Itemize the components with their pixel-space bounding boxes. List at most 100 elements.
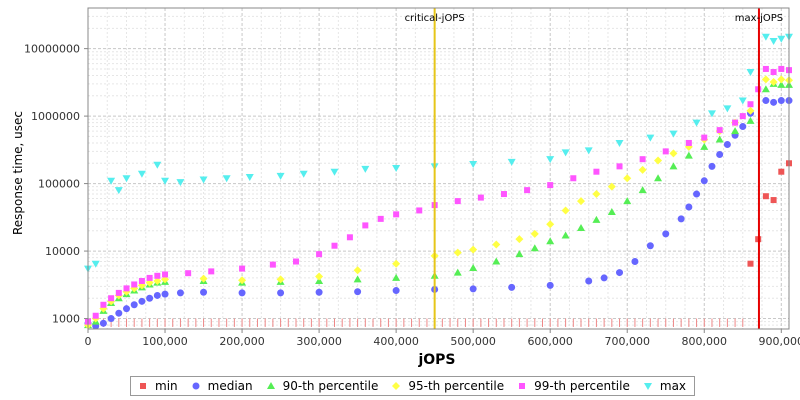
data-point-99-th-percentile <box>593 168 600 175</box>
data-point-median <box>600 274 608 282</box>
data-point-max <box>91 260 100 268</box>
data-point-90-th-percentile <box>654 174 663 182</box>
y-tick-label: 10000000 <box>24 43 80 56</box>
data-point-95-th-percentile <box>777 75 786 84</box>
legend-label: 95-th percentile <box>408 379 505 393</box>
data-point-max <box>669 130 678 138</box>
data-point-max <box>153 161 162 169</box>
data-point-median <box>631 258 639 266</box>
data-point-min <box>778 168 785 175</box>
data-point-90-th-percentile <box>315 277 324 285</box>
data-point-99-th-percentile <box>616 163 623 170</box>
data-point-max <box>746 69 755 77</box>
data-point-90-th-percentile <box>623 197 632 205</box>
data-point-99-th-percentile <box>778 65 785 72</box>
data-point-median <box>739 123 747 131</box>
data-point-90-th-percentile <box>607 207 616 215</box>
data-point-max <box>546 156 555 164</box>
data-point-max <box>122 175 131 183</box>
data-point-95-th-percentile <box>276 275 285 284</box>
legend-label: median <box>207 379 253 393</box>
x-tick-label: 300,000 <box>296 335 342 348</box>
data-point-99-th-percentile <box>716 127 723 134</box>
data-point-max <box>761 33 770 41</box>
data-point-median <box>161 290 169 298</box>
data-point-median <box>770 98 778 106</box>
data-point-max <box>723 105 732 113</box>
data-point-95-th-percentile <box>769 78 778 87</box>
critical-jops-label: critical-jOPS <box>405 13 465 24</box>
data-point-median <box>354 288 362 296</box>
data-point-median <box>130 301 138 309</box>
data-point-max <box>646 134 655 142</box>
y-tick-label: 10000 <box>45 245 80 258</box>
data-point-max <box>707 110 716 118</box>
plot-area <box>88 8 789 329</box>
data-point-max <box>392 165 401 173</box>
data-point-median <box>508 283 516 291</box>
legend-label: 90-th percentile <box>282 379 379 393</box>
legend-marker-95-th-percentile <box>392 382 401 390</box>
data-point-median <box>708 162 716 170</box>
legend-marker-99-th-percentile <box>519 383 526 389</box>
data-point-median <box>153 291 161 299</box>
data-point-99-th-percentile <box>108 295 115 302</box>
x-tick-label: 800,000 <box>682 335 728 348</box>
data-point-99-th-percentile <box>185 270 192 277</box>
data-point-90-th-percentile <box>392 273 401 281</box>
data-point-95-th-percentile <box>353 266 362 275</box>
data-point-max <box>114 187 123 195</box>
legend-swatch-95-th-percentile <box>392 382 401 390</box>
x-tick-label: 400,000 <box>373 335 419 348</box>
data-point-99-th-percentile <box>316 251 323 258</box>
data-point-median <box>585 277 593 285</box>
data-point-90-th-percentile <box>515 250 524 258</box>
data-point-95-th-percentile <box>453 248 462 257</box>
legend-marker-max <box>643 383 652 390</box>
data-point-95-th-percentile <box>592 190 601 199</box>
data-point-median <box>662 230 670 238</box>
data-point-99-th-percentile <box>739 113 746 120</box>
plot-border <box>87 7 790 330</box>
data-point-99-th-percentile <box>138 278 145 285</box>
data-point-99-th-percentile <box>547 182 554 189</box>
data-point-min <box>747 260 754 267</box>
data-point-99-th-percentile <box>239 265 246 272</box>
data-point-90-th-percentile <box>592 215 601 223</box>
data-point-90-th-percentile <box>530 244 539 252</box>
x-tick-label: 200,000 <box>219 335 265 348</box>
data-point-99-th-percentile <box>747 101 754 108</box>
data-point-90-th-percentile <box>731 127 740 135</box>
data-point-max <box>330 168 339 176</box>
x-axis-title: jOPS <box>417 352 455 368</box>
data-point-95-th-percentile <box>469 245 478 254</box>
data-point-99-th-percentile <box>570 175 577 182</box>
data-point-95-th-percentile <box>623 174 632 183</box>
data-point-99-th-percentile <box>662 148 669 155</box>
data-point-median <box>700 177 708 185</box>
data-point-95-th-percentile <box>654 156 663 165</box>
data-point-max <box>137 170 146 178</box>
data-point-95-th-percentile <box>238 276 247 285</box>
y-tick-label: 1000000 <box>31 110 80 123</box>
data-point-90-th-percentile <box>546 237 555 245</box>
data-point-99-th-percentile <box>639 156 646 163</box>
data-point-95-th-percentile <box>315 272 324 281</box>
data-point-median <box>677 215 685 223</box>
legend-marker-median <box>192 382 200 390</box>
data-point-99-th-percentile <box>685 139 692 146</box>
data-point-95-th-percentile <box>577 197 586 206</box>
data-point-median <box>115 309 123 317</box>
data-point-99-th-percentile <box>100 301 107 308</box>
data-point-99-th-percentile <box>208 268 215 275</box>
legend-swatch-median <box>192 382 200 390</box>
data-point-median <box>392 287 400 295</box>
data-point-99-th-percentile <box>131 281 138 288</box>
data-point-99-th-percentile <box>331 242 338 249</box>
data-point-99-th-percentile <box>393 211 400 218</box>
data-point-95-th-percentile <box>607 182 616 191</box>
data-point-99-th-percentile <box>346 234 353 241</box>
data-point-90-th-percentile <box>561 231 570 239</box>
data-point-max <box>299 170 308 178</box>
data-point-median <box>762 97 770 105</box>
